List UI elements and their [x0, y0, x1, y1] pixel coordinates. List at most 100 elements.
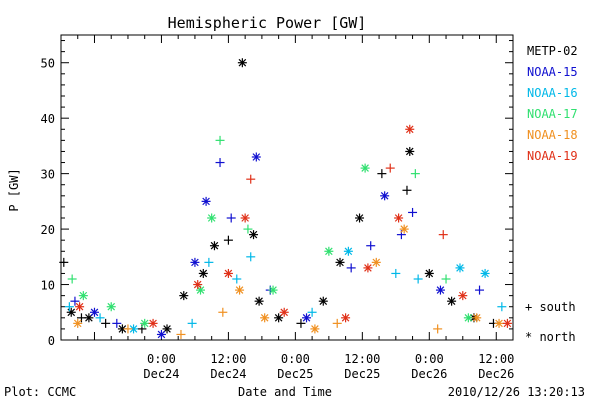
north-point: [207, 213, 217, 223]
north-point: [179, 291, 189, 301]
north-point: [324, 246, 334, 256]
south-point: [226, 213, 236, 223]
north-point: [405, 146, 415, 156]
x-tick-label-date: Dec25: [344, 367, 380, 381]
south-point: [246, 252, 256, 262]
north-point: [75, 302, 85, 312]
south-point: [391, 268, 401, 278]
footer-timestamp: 2010/12/26 13:20:13: [448, 385, 585, 399]
x-tick-label-date: Dec25: [277, 367, 313, 381]
legend-entry: NOAA-15: [527, 65, 578, 79]
y-tick-label: 40: [41, 112, 55, 126]
legend-entry: NOAA-17: [527, 107, 578, 121]
north-point: [78, 291, 88, 301]
north-point: [463, 313, 473, 323]
north-point: [472, 313, 482, 323]
north-point: [156, 329, 166, 339]
marker-legend-entry: * north: [525, 330, 576, 344]
x-tick-label-date: Dec26: [478, 367, 514, 381]
south-point: [377, 169, 387, 179]
south-point: [59, 257, 69, 267]
south-point: [413, 274, 423, 284]
south-point: [385, 163, 395, 173]
south-point: [402, 185, 412, 195]
south-point: [95, 313, 105, 323]
north-point: [249, 230, 259, 240]
north-point: [405, 124, 415, 134]
north-point: [89, 307, 99, 317]
south-point: [408, 207, 418, 217]
north-point: [254, 296, 264, 306]
south-point: [187, 318, 197, 328]
north-point: [447, 296, 457, 306]
y-axis-label: P [GW]: [7, 168, 21, 211]
south-point: [67, 274, 77, 284]
north-point: [318, 296, 328, 306]
south-point: [497, 302, 507, 312]
north-point: [223, 268, 233, 278]
south-point: [204, 257, 214, 267]
south-point: [64, 302, 74, 312]
north-point: [494, 318, 504, 328]
north-point: [162, 324, 172, 334]
north-point: [480, 268, 490, 278]
y-tick-label: 50: [41, 57, 55, 71]
north-point: [260, 313, 270, 323]
north-point: [129, 324, 139, 334]
x-tick-label-time: 0:00: [281, 352, 310, 366]
north-point: [237, 58, 247, 68]
legend-entry: NOAA-18: [527, 128, 578, 142]
north-point: [394, 213, 404, 223]
footer-plot-credit: Plot: CCMC: [4, 385, 76, 399]
south-point: [438, 230, 448, 240]
north-point: [193, 280, 203, 290]
south-point: [215, 135, 225, 145]
south-point: [366, 241, 376, 251]
south-point: [246, 174, 256, 184]
legend-entry: METP-02: [527, 44, 578, 58]
north-point: [458, 291, 468, 301]
x-tick-label-time: 12:00: [210, 352, 246, 366]
south-point: [176, 329, 186, 339]
north-point: [240, 213, 250, 223]
south-point: [112, 318, 122, 328]
axes: 010203040500:00Dec2412:00Dec240:00Dec251…: [41, 35, 514, 381]
x-axis-label: Date and Time: [238, 385, 332, 399]
y-tick-label: 10: [41, 279, 55, 293]
x-tick-label-time: 0:00: [147, 352, 176, 366]
north-point: [209, 241, 219, 251]
south-point: [123, 324, 133, 334]
south-point: [243, 224, 253, 234]
south-point: [101, 318, 111, 328]
south-point: [433, 324, 443, 334]
north-point: [341, 313, 351, 323]
north-point: [106, 302, 116, 312]
north-point: [251, 152, 261, 162]
legend-entry: NOAA-19: [527, 149, 578, 163]
y-tick-label: 20: [41, 223, 55, 237]
north-point: [399, 224, 409, 234]
x-tick-label-date: Dec24: [210, 367, 246, 381]
south-point: [307, 307, 317, 317]
plot-area-frame: [60, 34, 514, 341]
north-point: [363, 263, 373, 273]
south-point: [218, 307, 228, 317]
north-point: [335, 257, 345, 267]
north-point: [435, 285, 445, 295]
south-point: [332, 318, 342, 328]
north-point: [371, 257, 381, 267]
north-point: [148, 318, 158, 328]
north-point: [279, 307, 289, 317]
south-point: [232, 274, 242, 284]
north-point: [235, 285, 245, 295]
x-tick-label-time: 12:00: [478, 352, 514, 366]
north-point: [190, 257, 200, 267]
x-tick-label-date: Dec26: [411, 367, 447, 381]
south-point: [223, 235, 233, 245]
south-point: [410, 169, 420, 179]
x-tick-label-date: Dec24: [143, 367, 179, 381]
y-tick-label: 30: [41, 168, 55, 182]
chart-title: Hemispheric Power [GW]: [168, 14, 367, 32]
north-point: [380, 191, 390, 201]
